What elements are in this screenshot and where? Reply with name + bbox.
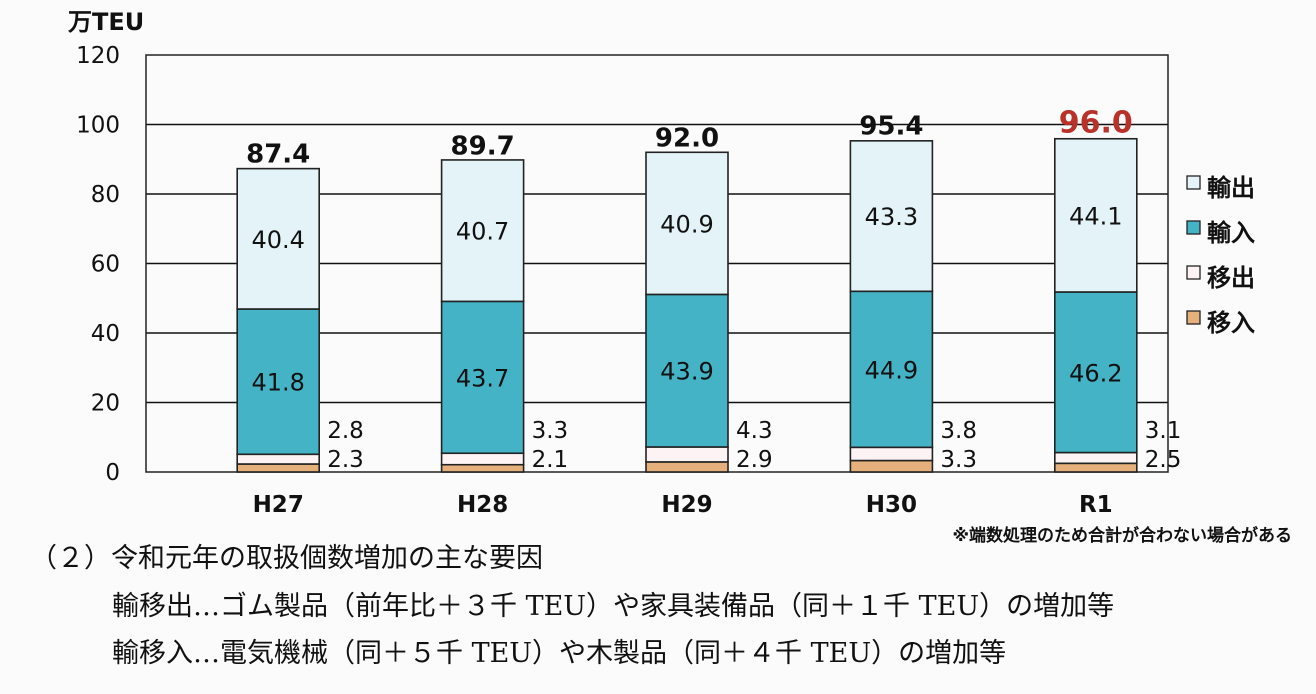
legend-label-輸出: 輸出	[1207, 174, 1255, 202]
bar-R1-移入	[1054, 462, 1138, 473]
y-tick-label-100: 100	[76, 113, 120, 139]
data-label-H27-輸入: 41.8	[251, 369, 304, 397]
bar-H29-輸出	[645, 151, 729, 296]
data-label-H27-移入: 2.3	[327, 447, 364, 473]
bar-H29-輸入	[645, 293, 729, 448]
data-label-H30-移出: 3.8	[940, 418, 977, 444]
y-tick-label-60: 60	[91, 252, 120, 278]
caption-heading: （２）令和元年の取扱個数増加の主な要因	[30, 543, 543, 574]
total-label-R1: 96.0	[1059, 105, 1133, 140]
y-axis-ticks: 0 20 40 60 80 100 120	[76, 43, 120, 486]
total-label-H28: 89.7	[451, 131, 515, 161]
data-label-H27-輸出: 40.4	[251, 226, 304, 254]
data-label-H29-移入: 2.9	[736, 447, 773, 473]
x-axis-labels: H27 H28 H29 H30 R1	[253, 492, 1113, 518]
data-label-R1-輸出: 44.1	[1069, 202, 1122, 230]
bar-H27-輸出	[236, 167, 320, 310]
bar-H28-移入	[440, 463, 525, 473]
legend-label-移出: 移出	[1207, 264, 1255, 292]
legend-swatch-移出	[1186, 265, 1201, 280]
x-tick-label-H27: H27	[253, 492, 304, 518]
legend-swatch-輸入	[1186, 220, 1201, 235]
bar-H28-輸出	[440, 159, 525, 303]
data-label-H29-移出: 4.3	[736, 418, 773, 444]
bar-R1-移出	[1054, 451, 1138, 465]
bar-H30-移入	[849, 459, 934, 473]
data-label-R1-輸入: 46.2	[1069, 359, 1122, 387]
data-label-H30-輸入: 44.9	[865, 356, 918, 384]
data-label-H28-輸入: 43.7	[456, 364, 509, 392]
y-tick-label-0: 0	[105, 460, 120, 486]
x-tick-label-H29: H29	[661, 492, 712, 518]
bar-H27-移出	[236, 453, 320, 465]
legend-swatch-輸出	[1186, 175, 1201, 190]
data-label-H28-輸出: 40.7	[456, 218, 509, 246]
bars: 41.8 40.4 2.3 2.8 87.4 43.7 40.7 2.1 3.3 89.7 43.9…	[236, 105, 1182, 473]
data-label-H28-移入: 2.1	[532, 447, 569, 473]
bar-H29-移入	[645, 461, 729, 473]
legend-label-移入: 移入	[1207, 309, 1255, 337]
rounding-note: ※端数処理のため合計が合わない場合がある	[952, 526, 1292, 546]
x-tick-label-R1: R1	[1079, 492, 1113, 518]
legend-swatch-移入	[1186, 310, 1201, 325]
total-label-H27: 87.4	[246, 139, 310, 169]
y-tick-label-80: 80	[91, 182, 120, 208]
data-label-H27-移出: 2.8	[327, 418, 364, 444]
data-label-H29-輸出: 40.9	[660, 210, 713, 238]
y-tick-label-120: 120	[76, 43, 120, 69]
data-label-H29-輸入: 43.9	[660, 358, 713, 386]
y-axis-unit-label: 万TEU	[68, 8, 144, 36]
x-tick-label-H28: H28	[457, 492, 508, 518]
caption-line-exports: 輸移出…ゴム製品（前年比＋３千 TEU）や家具装備品（同＋１千 TEU）の増加等	[112, 591, 1115, 622]
legend-label-輸入: 輸入	[1207, 219, 1255, 247]
x-tick-label-H30: H30	[866, 492, 917, 518]
bar-H30-輸入	[849, 290, 934, 449]
y-tick-label-40: 40	[91, 321, 120, 347]
bar-H27-移入	[236, 463, 320, 473]
bar-R1-輸出	[1054, 137, 1138, 293]
bar-H29-移出	[645, 446, 729, 463]
data-label-R1-移出: 3.1	[1145, 418, 1182, 444]
data-label-H30-輸出: 43.3	[865, 203, 918, 231]
total-label-H29: 92.0	[655, 123, 719, 153]
data-label-H30-移入: 3.3	[940, 447, 977, 473]
data-label-H28-移出: 3.3	[532, 418, 569, 444]
bar-H30-移出	[849, 446, 934, 462]
bar-H30-輸出	[849, 140, 934, 293]
bar-H28-輸入	[440, 300, 525, 455]
y-tick-label-20: 20	[91, 391, 120, 417]
caption-line-imports: 輸移入…電気機械（同＋５千 TEU）や木製品（同＋４千 TEU）の増加等	[112, 638, 1007, 669]
bar-H28-移出	[440, 452, 525, 466]
data-label-R1-移入: 2.5	[1145, 447, 1182, 473]
total-label-H30: 95.4	[859, 111, 923, 141]
